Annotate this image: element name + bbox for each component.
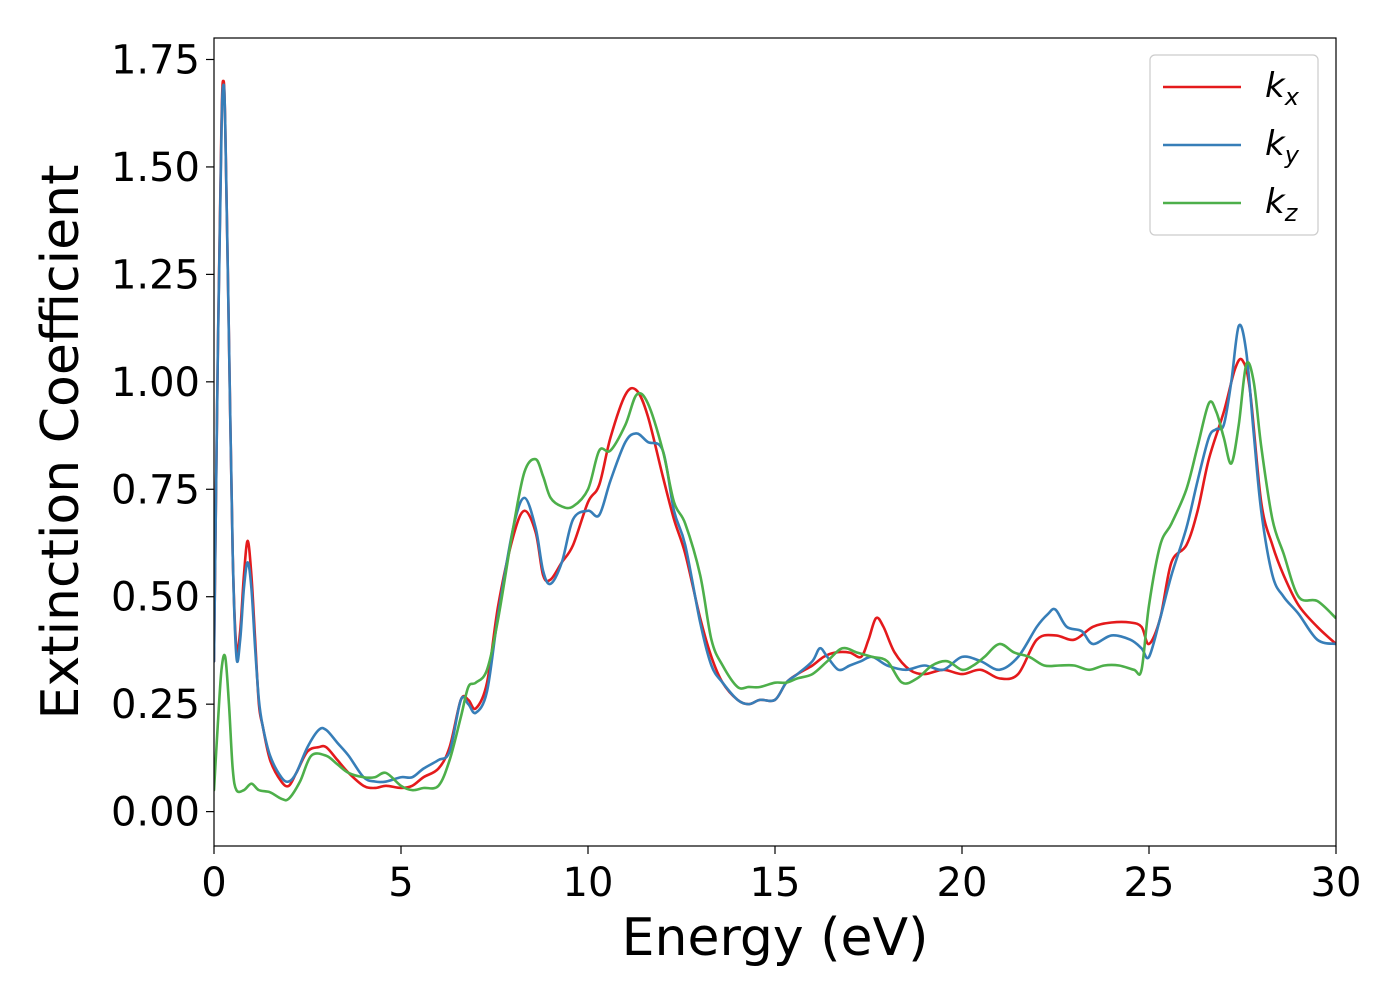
legend: kx ky kz bbox=[1149, 54, 1319, 236]
y-tick-label: 0.00 bbox=[111, 790, 200, 836]
x-tick-label: 25 bbox=[1124, 860, 1175, 906]
y-tick-label: 1.00 bbox=[111, 360, 200, 406]
x-axis-label: Energy (eV) bbox=[622, 908, 929, 968]
x-tick-label: 10 bbox=[563, 860, 614, 906]
x-tick-label: 0 bbox=[201, 860, 226, 906]
y-tick-label: 1.50 bbox=[111, 145, 200, 191]
y-axis-ticks: 0.00 0.25 0.50 0.75 1.00 1.25 1.50 1.75 bbox=[111, 37, 214, 836]
series-lines bbox=[214, 79, 1336, 802]
legend-entry-label: kx bbox=[1265, 66, 1300, 111]
y-tick-label: 0.50 bbox=[111, 575, 200, 621]
legend-entry-label: ky bbox=[1265, 124, 1300, 169]
x-tick-label: 5 bbox=[388, 860, 413, 906]
x-axis-ticks: 0 5 10 15 20 25 30 bbox=[201, 846, 1361, 906]
y-tick-label: 1.75 bbox=[111, 37, 200, 83]
x-tick-label: 20 bbox=[937, 860, 988, 906]
legend-entry-label: kz bbox=[1265, 182, 1299, 227]
x-tick-label: 15 bbox=[750, 860, 801, 906]
y-axis-label: Extinction Coefficient bbox=[31, 165, 91, 720]
x-tick-label: 30 bbox=[1311, 860, 1362, 906]
y-tick-label: 0.25 bbox=[111, 682, 200, 728]
series-line-k-z bbox=[214, 361, 1336, 802]
y-tick-label: 0.75 bbox=[111, 467, 200, 513]
y-tick-label: 1.25 bbox=[111, 252, 200, 298]
